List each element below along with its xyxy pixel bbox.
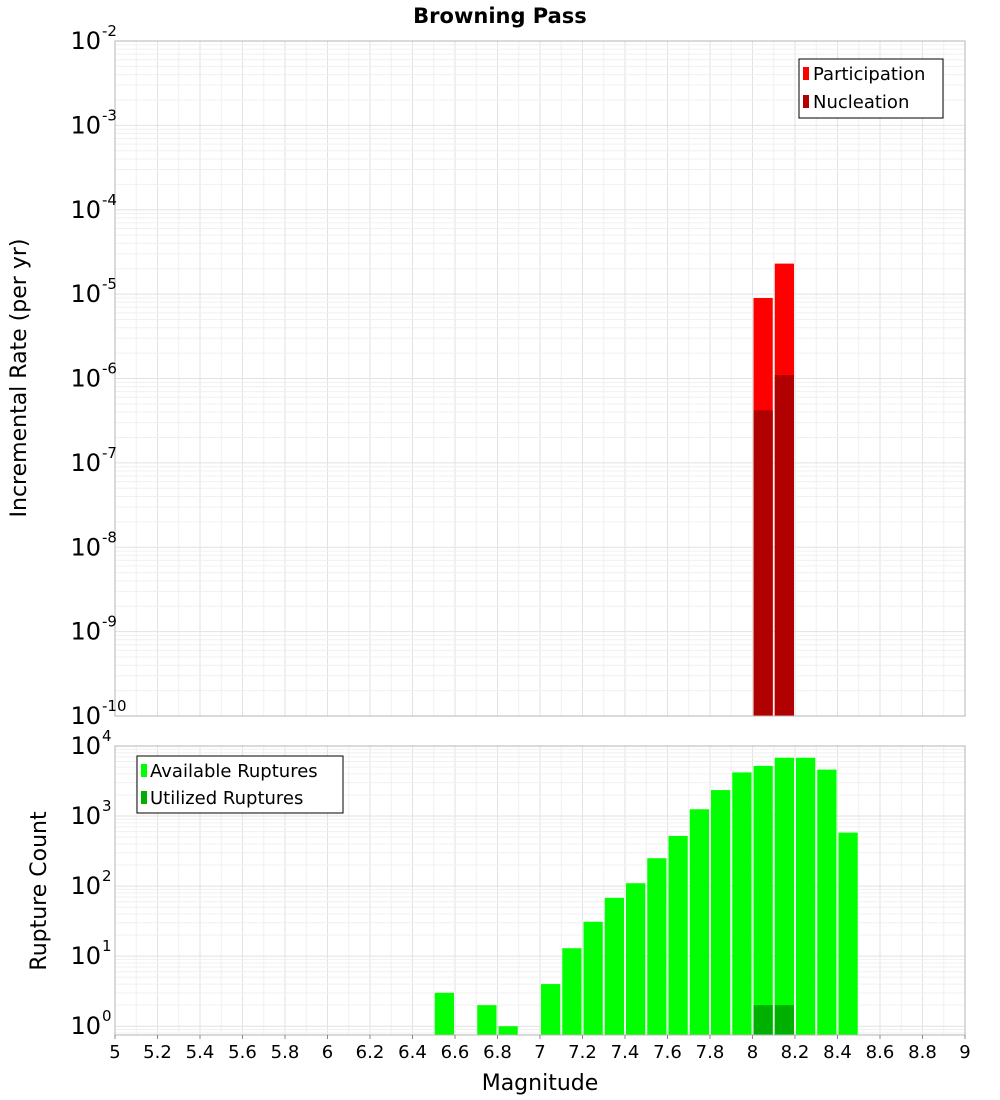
x-tick-label: 6.4 xyxy=(398,1042,427,1063)
bottom-legend: Available Ruptures Utilized Ruptures xyxy=(136,755,344,814)
x-tick-label: 6.2 xyxy=(356,1042,385,1063)
top-plot-frame xyxy=(114,40,966,717)
x-tick-label: 7.8 xyxy=(696,1042,725,1063)
legend-swatch-available-ruptures xyxy=(141,764,147,777)
y-tick-exponent: 4 xyxy=(102,727,112,745)
available-ruptures-bar xyxy=(838,832,858,1035)
y-tick-label: 10 xyxy=(70,196,101,224)
y-tick-label: 10 xyxy=(70,872,101,900)
y-tick-exponent: -8 xyxy=(102,528,117,546)
y-tick-exponent: -10 xyxy=(102,697,127,715)
y-tick-label: 10 xyxy=(70,1012,101,1040)
y-tick-exponent: 3 xyxy=(102,797,112,815)
available-ruptures-bar xyxy=(711,790,731,1035)
y-tick-label: 10 xyxy=(70,280,101,308)
x-tick-label: 8.6 xyxy=(866,1042,895,1063)
y-tick-exponent: -9 xyxy=(102,613,117,631)
y-tick-label: 10 xyxy=(70,942,101,970)
available-ruptures-bar xyxy=(498,1026,518,1035)
y-tick-exponent: 1 xyxy=(102,937,112,955)
y-tick-exponent: -5 xyxy=(102,275,117,293)
legend-label-utilized-ruptures: Utilized Ruptures xyxy=(150,788,303,809)
available-ruptures-bar xyxy=(817,769,837,1035)
y-tick-label: 10 xyxy=(70,533,101,561)
top-grid xyxy=(114,40,966,717)
x-tick-label: 8 xyxy=(747,1042,758,1063)
legend-swatch-nucleation xyxy=(803,95,809,108)
x-tick-label: 6.6 xyxy=(441,1042,470,1063)
available-ruptures-bar xyxy=(753,765,773,1035)
x-tick-label: 5.2 xyxy=(143,1042,172,1063)
available-ruptures-bar xyxy=(583,921,603,1035)
available-ruptures-bar xyxy=(796,757,816,1035)
x-tick-label: 6 xyxy=(322,1042,333,1063)
y-tick-label: 10 xyxy=(70,618,101,646)
chart-title: Browning Pass xyxy=(413,4,587,28)
y-tick-label: 10 xyxy=(70,111,101,139)
x-tick-label: 7.4 xyxy=(611,1042,640,1063)
bottom-x-ticks: 5 5.2 5.4 5.6 5.8 6 6.2 6.4 6.6 6.8 7 7.2 7.4 7.6 7.8 8… xyxy=(109,1035,971,1063)
x-tick-label: 7.2 xyxy=(568,1042,597,1063)
legend-swatch-participation xyxy=(803,67,809,80)
available-ruptures-bar xyxy=(562,948,582,1035)
available-ruptures-bar xyxy=(477,1005,497,1035)
top-y-axis-label: Incremental Rate (per yr) xyxy=(7,239,32,518)
top-legend: Participation Nucleation xyxy=(798,58,944,119)
legend-label-nucleation: Nucleation xyxy=(813,92,909,113)
y-tick-label: 10 xyxy=(70,365,101,393)
top-bars xyxy=(753,263,794,716)
y-tick-label: 10 xyxy=(70,449,101,477)
y-tick-label: 10 xyxy=(70,802,101,830)
x-tick-label: 8.2 xyxy=(781,1042,810,1063)
bottom-legend-box xyxy=(136,755,344,814)
y-tick-label: 10 xyxy=(70,702,101,730)
x-tick-label: 8.4 xyxy=(823,1042,852,1063)
top-legend-box xyxy=(798,58,944,119)
y-tick-exponent: -4 xyxy=(102,191,117,209)
available-ruptures-bar xyxy=(626,883,646,1035)
x-tick-label: 5.6 xyxy=(228,1042,257,1063)
y-tick-label: 10 xyxy=(70,27,101,55)
y-tick-exponent: -3 xyxy=(102,106,117,124)
y-tick-label: 10 xyxy=(70,732,101,760)
available-ruptures-bar xyxy=(774,757,794,1035)
bottom-bars xyxy=(434,757,858,1035)
utilized-ruptures-bar xyxy=(774,1005,794,1035)
available-ruptures-bar xyxy=(668,835,688,1035)
x-tick-label: 8.8 xyxy=(908,1042,937,1063)
available-ruptures-bar xyxy=(647,858,667,1035)
bottom-y-axis-label: Rupture Count xyxy=(27,811,52,971)
x-tick-label: 5.4 xyxy=(186,1042,215,1063)
nucleation-bar xyxy=(753,410,773,716)
x-tick-label: 6.8 xyxy=(483,1042,512,1063)
x-axis-label: Magnitude xyxy=(482,1071,599,1096)
y-tick-exponent: -2 xyxy=(102,22,117,40)
x-tick-label: 5 xyxy=(109,1042,120,1063)
nucleation-bar xyxy=(774,375,794,716)
y-tick-exponent: 0 xyxy=(102,1007,112,1025)
legend-label-participation: Participation xyxy=(813,64,925,85)
y-tick-exponent: -6 xyxy=(102,360,117,378)
x-tick-label: 9 xyxy=(959,1042,970,1063)
y-tick-exponent: -7 xyxy=(102,444,117,462)
available-ruptures-bar xyxy=(541,984,561,1035)
available-ruptures-bar xyxy=(434,992,454,1035)
legend-label-available-ruptures: Available Ruptures xyxy=(150,761,318,782)
available-ruptures-bar xyxy=(604,897,624,1035)
y-tick-exponent: 2 xyxy=(102,867,112,885)
x-tick-label: 7 xyxy=(534,1042,545,1063)
x-tick-label: 5.8 xyxy=(271,1042,300,1063)
available-ruptures-bar xyxy=(689,809,709,1035)
available-ruptures-bar xyxy=(732,772,752,1035)
utilized-ruptures-bar xyxy=(753,1005,773,1035)
legend-swatch-utilized-ruptures xyxy=(141,791,147,804)
x-tick-label: 7.6 xyxy=(653,1042,682,1063)
